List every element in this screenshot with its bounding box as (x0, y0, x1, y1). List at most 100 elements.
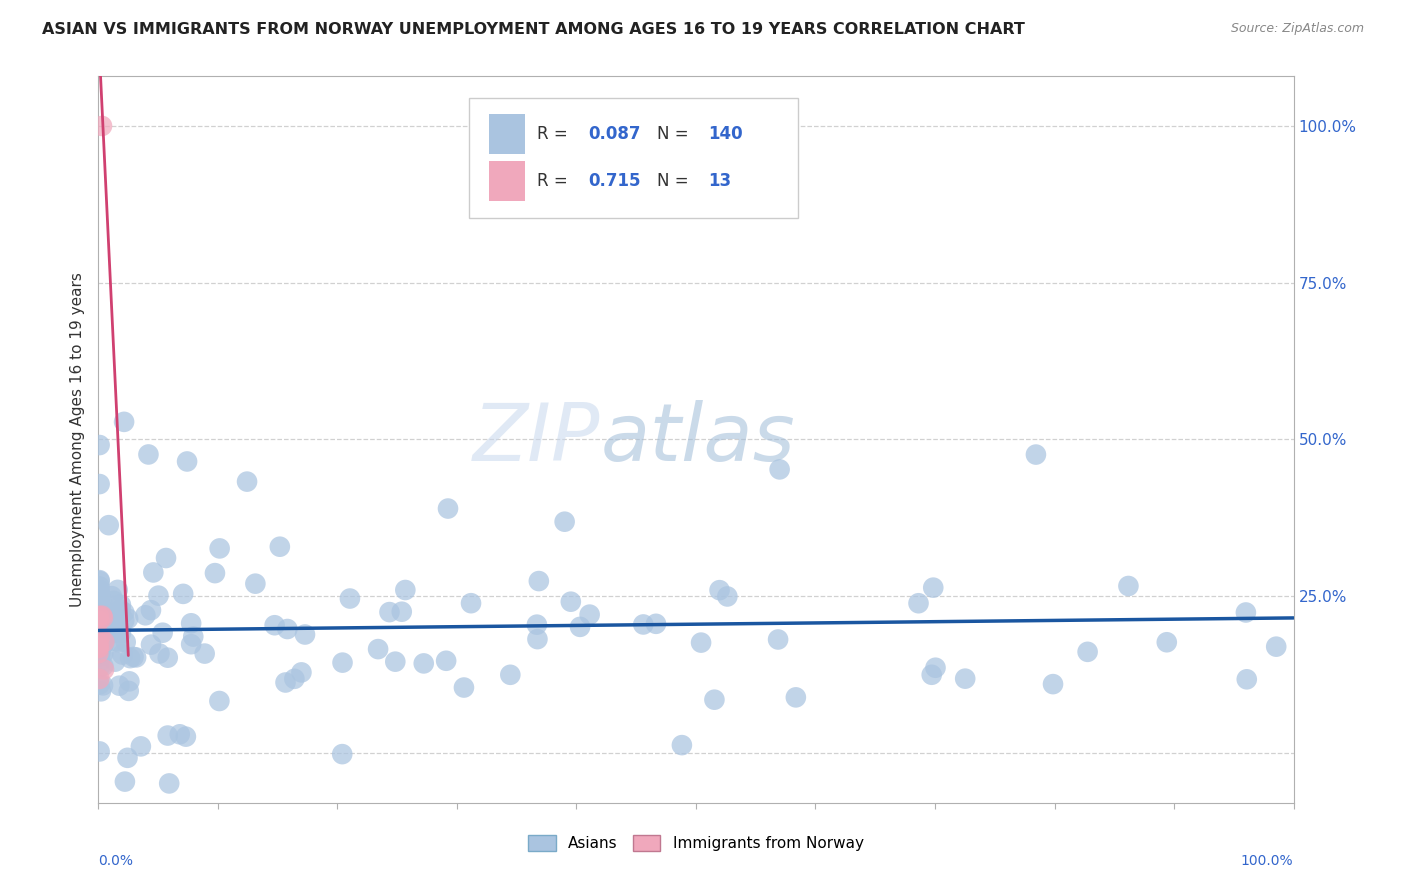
Point (156, 729, 179, 743)
Point (89, 639, 111, 653)
Point (526, 632, 548, 646)
Point (129, 739, 152, 754)
Point (90, 684, 112, 698)
Point (111, 648, 134, 662)
Point (578, 607, 600, 622)
Text: 140: 140 (709, 125, 742, 143)
Point (152, 625, 174, 640)
Point (174, 730, 197, 744)
Point (1042, 677, 1064, 691)
FancyBboxPatch shape (470, 97, 797, 218)
Point (690, 635, 713, 649)
Point (89, 624, 111, 638)
Point (91, 608, 114, 623)
Point (1025, 448, 1047, 462)
Point (156, 650, 179, 665)
Point (91, 678, 114, 692)
Point (208, 694, 231, 708)
Point (181, 630, 204, 644)
Point (89, 579, 111, 593)
Point (332, 656, 354, 670)
Point (107, 635, 129, 649)
Point (89, 602, 111, 616)
Point (499, 668, 522, 682)
Point (554, 515, 576, 529)
Point (93, 663, 115, 677)
Point (283, 672, 305, 686)
Point (907, 596, 929, 610)
Point (87, 608, 110, 623)
Point (89, 583, 111, 598)
Point (104, 619, 127, 633)
Point (139, 638, 162, 652)
Point (90, 594, 112, 608)
Point (110, 598, 132, 612)
Point (176, 454, 198, 468)
Point (118, 684, 141, 698)
Point (378, 605, 401, 619)
Point (89, 636, 111, 650)
Point (112, 606, 135, 620)
Point (263, 618, 285, 632)
Point (671, 738, 693, 752)
Text: N =: N = (657, 125, 693, 143)
Point (89, 660, 111, 674)
Point (1077, 645, 1099, 659)
Point (560, 595, 582, 609)
Text: 13: 13 (709, 172, 731, 190)
Point (114, 635, 136, 649)
Point (112, 614, 135, 628)
Point (1118, 579, 1140, 593)
Point (157, 776, 180, 790)
Point (180, 637, 202, 651)
Point (412, 657, 434, 671)
Point (90, 624, 112, 639)
Point (103, 594, 125, 608)
Point (93, 637, 115, 651)
Point (120, 651, 142, 665)
Point (101, 589, 124, 603)
Point (290, 665, 312, 680)
Point (91, 119, 114, 133)
Point (107, 582, 129, 597)
Point (93, 628, 115, 642)
Point (89, 677, 111, 691)
Point (437, 501, 460, 516)
Point (134, 608, 156, 623)
Point (921, 667, 943, 681)
Point (89, 649, 111, 664)
Text: Source: ZipAtlas.com: Source: ZipAtlas.com (1230, 22, 1364, 36)
Point (453, 681, 475, 695)
Point (89, 594, 111, 608)
Text: N =: N = (657, 172, 693, 190)
Point (384, 655, 406, 669)
Point (766, 632, 789, 647)
Point (434, 654, 457, 668)
Point (89, 477, 111, 491)
Point (527, 574, 550, 588)
Point (180, 616, 202, 631)
Point (142, 566, 165, 580)
Point (108, 679, 131, 693)
Point (93, 634, 115, 648)
Point (104, 612, 127, 626)
Point (114, 774, 136, 789)
Point (91, 640, 114, 654)
Point (208, 541, 231, 556)
Point (90, 620, 112, 634)
Point (89, 573, 111, 587)
Point (110, 603, 132, 617)
Point (91, 659, 114, 673)
Point (104, 625, 127, 640)
Point (139, 603, 162, 617)
Point (89, 627, 111, 641)
Point (768, 462, 790, 476)
Point (94, 607, 117, 621)
Point (91, 610, 114, 624)
Y-axis label: Unemployment Among Ages 16 to 19 years: Unemployment Among Ages 16 to 19 years (69, 272, 84, 607)
Point (89, 637, 111, 651)
Point (101, 607, 124, 621)
Text: 0.715: 0.715 (589, 172, 641, 190)
Text: R =: R = (537, 125, 574, 143)
Point (89, 586, 111, 600)
